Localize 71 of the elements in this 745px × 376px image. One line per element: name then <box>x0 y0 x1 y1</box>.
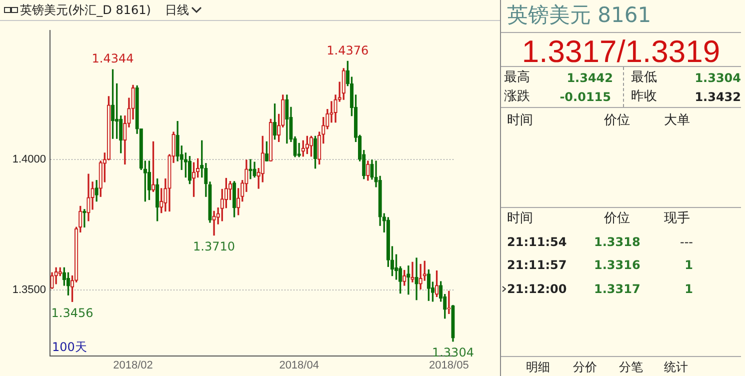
candlestick <box>447 290 451 314</box>
candlestick <box>414 258 418 300</box>
text: 时间 <box>507 113 533 128</box>
candlestick <box>98 160 102 197</box>
text: 分笔 <box>619 360 643 374</box>
y-tick-label: 1.3500 <box>12 284 46 296</box>
text: 21:11:57 <box>507 258 567 272</box>
candlestick <box>272 103 277 140</box>
candlestick <box>220 188 224 222</box>
text: 价位 <box>604 211 630 226</box>
candlestick <box>212 210 216 236</box>
text: 价位 <box>604 113 630 128</box>
candlestick <box>151 141 156 192</box>
candlestick <box>402 270 406 286</box>
text: 21:12:00 <box>507 282 567 296</box>
text: 1 <box>684 282 693 296</box>
text: 明细 <box>526 360 550 374</box>
candlestick <box>366 160 370 181</box>
text: 英镑美元 8161 <box>507 3 652 27</box>
text: --- <box>680 235 693 249</box>
text: 1.3318 <box>594 235 640 249</box>
text: 1.3317 <box>594 282 640 296</box>
chart-title: 英镑美元(外汇_D 8161) <box>20 2 151 18</box>
annotation: 1.3456 <box>51 306 94 320</box>
text: 现手 <box>664 211 690 226</box>
text: 1.3304 <box>694 71 741 85</box>
annotation: 1.3710 <box>193 239 236 254</box>
text: 21:11:54 <box>507 235 567 249</box>
text: 最低 <box>631 70 657 85</box>
candlestick <box>305 136 310 154</box>
candlestick <box>297 142 301 158</box>
text: 统计 <box>664 360 688 374</box>
annotation: 1.4376 <box>326 43 369 58</box>
text: 时间 <box>507 211 533 226</box>
text: 分价 <box>573 360 597 374</box>
text: 最高 <box>504 70 530 85</box>
candlestick <box>155 178 160 222</box>
candlestick <box>410 262 414 282</box>
candlestick <box>451 304 455 342</box>
text: 1.3316 <box>594 258 640 272</box>
text: 涨跌 <box>504 89 530 104</box>
text: -0.0115 <box>560 90 611 104</box>
text: 1 <box>684 258 693 272</box>
x-tick-label: 2018/04 <box>279 360 319 372</box>
annotation: 1.4344 <box>92 52 134 66</box>
candlestick <box>406 266 410 295</box>
candlestick <box>426 269 431 301</box>
candlestick <box>268 118 273 162</box>
candlestick <box>147 160 152 200</box>
text: 1.3432 <box>694 90 741 104</box>
candlestick <box>232 181 236 218</box>
candlestick <box>434 270 439 297</box>
text: 昨收 <box>631 89 657 104</box>
candlestick <box>86 174 90 222</box>
candlestick <box>188 156 192 184</box>
candlestick <box>248 159 252 180</box>
candlestick <box>176 120 180 162</box>
x-tick-label: 2018/02 <box>113 360 153 372</box>
annotation: 100天 <box>52 340 87 354</box>
candlestick <box>313 136 318 169</box>
candlestick <box>418 264 422 290</box>
annotation: 1.3304 <box>432 345 474 360</box>
candlestick <box>82 209 86 228</box>
chart-subtitle: 日线 <box>164 2 189 18</box>
text: 1.3317/1.3319 <box>520 34 722 69</box>
x-tick-label: 2018/05 <box>429 360 469 372</box>
text: 1.3442 <box>566 71 613 85</box>
y-tick-label: 1.4000 <box>12 153 46 166</box>
text: 大单 <box>664 113 690 128</box>
candlestick <box>119 115 123 154</box>
candlestick <box>252 162 256 178</box>
